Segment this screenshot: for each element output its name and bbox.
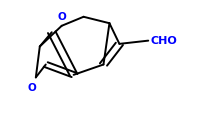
Text: O: O [57,12,66,22]
Text: CHO: CHO [150,36,177,46]
Text: O: O [27,83,36,93]
